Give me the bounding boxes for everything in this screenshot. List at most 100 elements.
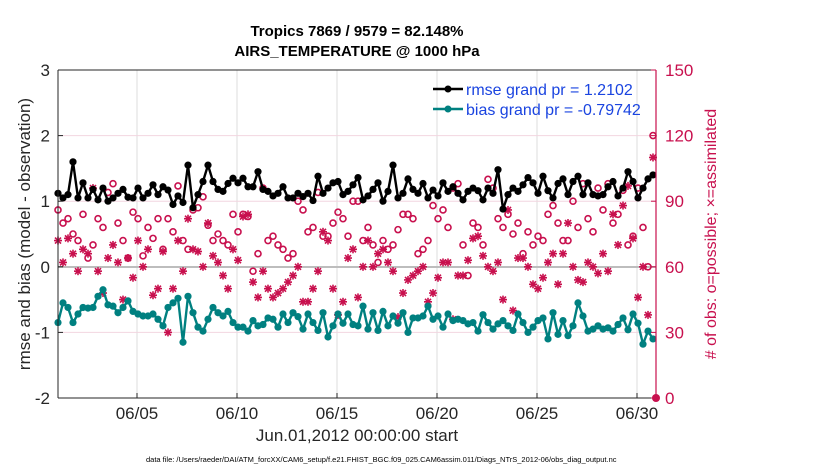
bias-point [634,319,642,327]
rmse-point [574,172,582,180]
rmse-point [399,189,407,197]
rmse-point [434,192,442,200]
y-tick-label: -2 [35,389,50,408]
bias-point [59,299,67,307]
rmse-point [184,161,192,169]
assimilated-obs-point [124,254,132,263]
assimilated-obs-point [444,258,452,267]
possible-obs-point [544,210,552,219]
possible-obs-point [454,179,462,188]
rmse-point [309,196,317,205]
bias-point [469,318,477,327]
assimilated-obs-point [84,249,92,258]
assimilated-obs-point [114,258,122,267]
rmse-point [199,177,207,186]
legend-rmse-marker [444,85,452,93]
bias-point [364,325,372,333]
rmse-point [549,194,557,202]
possible-obs-point [219,236,227,245]
rmse-point [74,194,82,202]
bias-point [179,338,187,346]
bias-point [149,310,157,318]
possible-obs-point [534,232,542,240]
possible-obs-point [389,241,397,249]
bias-point [444,310,452,318]
rmse-point [524,173,532,182]
rmse-point [264,187,272,195]
assimilated-obs-point [219,271,227,280]
rmse-point [209,177,217,186]
bias-point [529,323,537,331]
rmse-point [164,186,172,194]
bias-point [119,303,127,312]
assimilated-obs-point [309,284,317,293]
possible-obs-point [484,175,492,184]
rmse-point [634,194,642,202]
assimilated-obs-point [74,267,82,276]
possible-obs-point [304,228,312,236]
legend-bias-marker [444,105,452,113]
assimilated-obs-point [229,245,237,254]
bias-point [64,303,72,312]
assimilated-obs-point [144,245,152,254]
rmse-point [629,177,637,186]
bias-point [99,286,107,294]
assimilated-obs-point [434,273,442,282]
assimilated-obs-point [479,251,487,260]
bias-point [504,322,512,330]
possible-obs-point [424,236,432,245]
grid [58,70,656,398]
assimilated-obs-point [254,293,262,302]
bias-point [564,332,572,340]
possible-obs-point [114,219,122,227]
assimilated-obs-point [239,212,247,221]
bias-point [574,299,582,307]
rmse-point [429,186,437,194]
rmse-point [364,192,372,200]
rmse-point [219,187,227,195]
rmse-point [64,191,72,199]
rmse-point [179,198,187,207]
possible-obs-point [149,234,157,243]
bias-point [359,302,367,310]
possible-obs-point [374,258,382,267]
assimilated-obs-point [194,247,202,256]
rmse-point [514,187,522,195]
bias-point [249,316,257,325]
possible-obs-point [409,214,417,223]
bias-point [484,318,492,327]
chart-title-line1: Tropics 7869 / 9579 = 82.148% [250,23,463,40]
rmse-point [174,192,182,200]
possible-obs-point [609,219,617,227]
rmse-point [324,184,332,192]
assimilated-obs-point [149,291,157,300]
x-tick-label: 06/20 [416,404,459,423]
bias-point [539,314,547,322]
assimilated-obs-point [214,258,222,267]
assimilated-obs-point [209,251,217,260]
possible-obs-point [369,241,377,249]
assimilated-obs-point [414,267,422,276]
bias-point [354,322,362,330]
assimilated-obs-point [399,289,407,298]
rmse-point [384,187,392,195]
y-tick-label: 1 [41,192,50,211]
rmse-point [554,179,562,188]
assimilated-obs-point [494,258,502,267]
bias-point [559,316,567,325]
assimilated-obs-point [294,262,302,271]
rmse-point [114,189,122,197]
possible-obs-point [394,225,402,234]
x-tick-label: 06/10 [216,404,259,423]
rmse-point [359,196,367,204]
ticks: 06/05 06/10 06/15 06/20 06/25 06/30-2-1012303… [35,61,694,423]
possible-obs-point [339,214,347,223]
rmse-point [639,184,647,192]
possible-obs-point [404,210,412,219]
assimilated-obs-point [594,269,602,278]
x-tick-label: 06/05 [116,404,159,423]
rmse-point [529,179,537,187]
rmse-point [619,184,627,192]
assimilated-obs-point [164,328,172,337]
possible-obs-point [584,214,592,223]
